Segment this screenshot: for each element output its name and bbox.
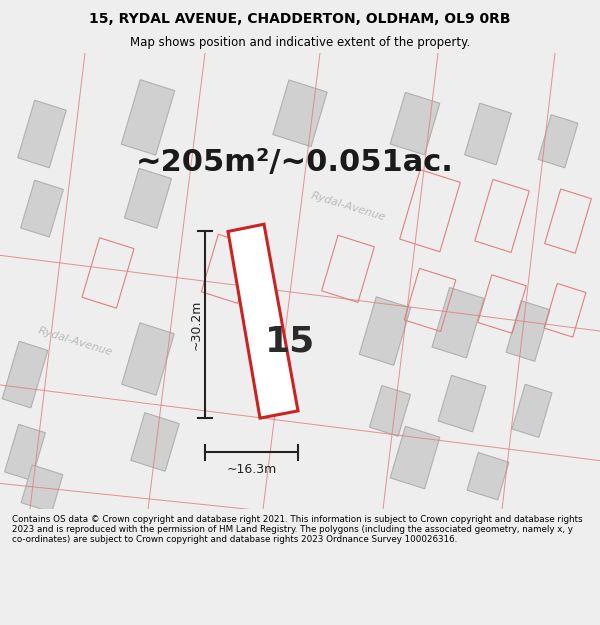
Polygon shape bbox=[20, 181, 64, 237]
Text: 15, RYDAL AVENUE, CHADDERTON, OLDHAM, OL9 0RB: 15, RYDAL AVENUE, CHADDERTON, OLDHAM, OL… bbox=[89, 12, 511, 26]
Polygon shape bbox=[124, 168, 172, 228]
Polygon shape bbox=[390, 426, 440, 489]
Polygon shape bbox=[370, 386, 410, 436]
Text: ~205m²/~0.051ac.: ~205m²/~0.051ac. bbox=[136, 148, 454, 176]
Polygon shape bbox=[512, 384, 552, 438]
Polygon shape bbox=[2, 341, 48, 408]
Polygon shape bbox=[538, 115, 578, 168]
Polygon shape bbox=[18, 100, 66, 168]
Polygon shape bbox=[467, 452, 509, 500]
Polygon shape bbox=[5, 424, 46, 481]
Polygon shape bbox=[464, 103, 511, 165]
Text: Contains OS data © Crown copyright and database right 2021. This information is : Contains OS data © Crown copyright and d… bbox=[12, 515, 583, 544]
Text: Map shows position and indicative extent of the property.: Map shows position and indicative extent… bbox=[130, 36, 470, 49]
Text: 15: 15 bbox=[265, 324, 315, 358]
Polygon shape bbox=[228, 224, 298, 418]
Text: Rydal-Avenue: Rydal-Avenue bbox=[310, 191, 386, 222]
Polygon shape bbox=[122, 323, 174, 395]
Polygon shape bbox=[359, 297, 410, 365]
Polygon shape bbox=[131, 412, 179, 471]
Polygon shape bbox=[21, 465, 63, 512]
Text: ~30.2m: ~30.2m bbox=[190, 299, 203, 350]
Polygon shape bbox=[506, 301, 550, 361]
Polygon shape bbox=[273, 80, 327, 147]
Text: ~16.3m: ~16.3m bbox=[226, 464, 277, 476]
Polygon shape bbox=[438, 376, 486, 432]
Text: Rydal-Avenue: Rydal-Avenue bbox=[37, 325, 113, 357]
Polygon shape bbox=[390, 92, 440, 155]
Polygon shape bbox=[432, 288, 484, 358]
Polygon shape bbox=[121, 80, 175, 155]
